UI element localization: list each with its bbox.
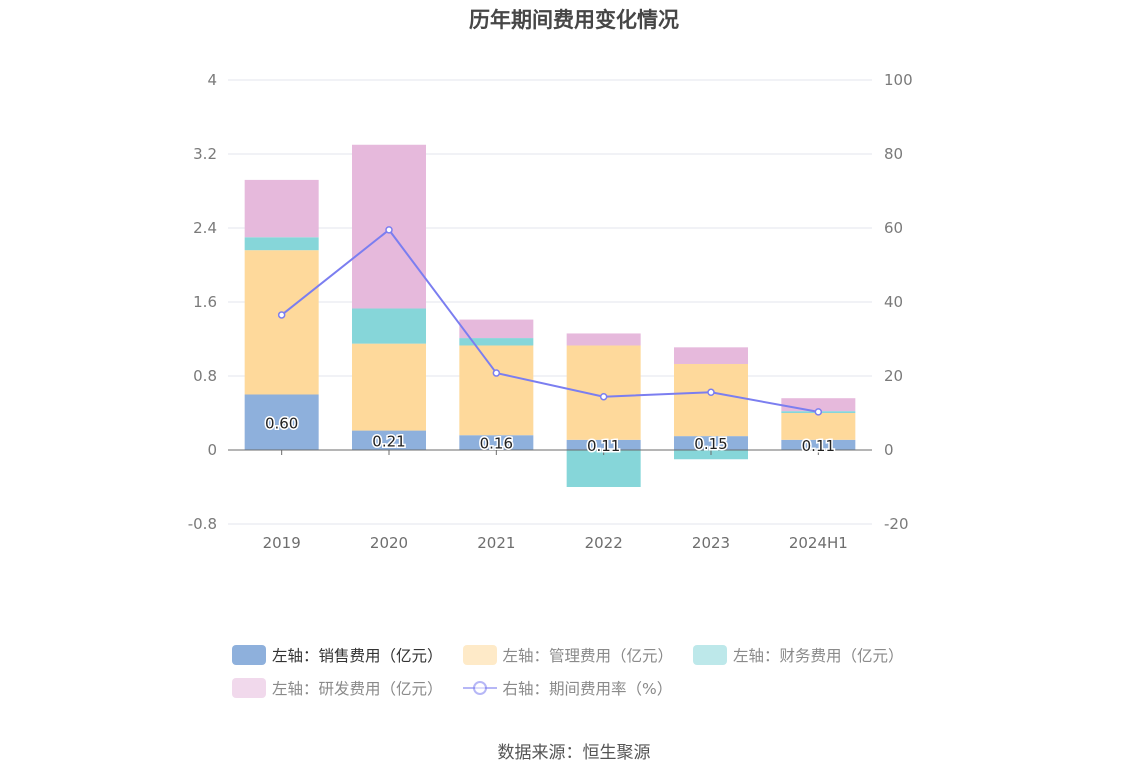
bar-admin-2023 — [674, 363, 748, 437]
bar-admin-2021 — [459, 345, 534, 436]
bar-sales-2020 — [352, 430, 426, 450]
bar-admin-2019 — [244, 250, 319, 395]
legend-item-sales[interactable]: 左轴：销售费用（亿元） — [232, 644, 443, 666]
right-tick-label: 40 — [884, 293, 903, 311]
bar-sales-2022 — [566, 439, 641, 450]
right-tick-label: 100 — [884, 71, 913, 89]
x-tick-label: 2019 — [263, 534, 301, 552]
bar-sales-2023 — [674, 436, 748, 450]
right-axis: -20 0 20 40 60 80 100 — [884, 71, 913, 533]
x-tick-label: 2024H1 — [789, 534, 848, 552]
grid-lines — [228, 79, 872, 525]
legend-label-rate: 右轴：期间费用率（%） — [502, 679, 673, 698]
source-note: 数据来源：恒生聚源 — [497, 743, 651, 763]
bar-finance-2020 — [352, 308, 426, 344]
data-labels: 0.60 0.21 0.16 0.11 0.15 0.11 — [263, 413, 836, 457]
x-tick-label: 2023 — [692, 534, 730, 552]
bar-admin-2024H1 — [781, 413, 856, 440]
legend-label-finance: 左轴：财务费用（亿元） — [733, 646, 904, 665]
left-tick-label: 0.8 — [193, 367, 217, 385]
left-tick-label: -0.8 — [188, 515, 217, 533]
rate-point — [599, 392, 608, 401]
rate-line — [277, 226, 823, 416]
rate-line-path — [281, 228, 819, 413]
data-label-sales: 0.21 — [372, 432, 405, 450]
bar-finance-2021 — [459, 338, 534, 346]
legend-item-rnd[interactable]: 左轴：研发费用（亿元） — [232, 677, 443, 699]
bar-admin-2022 — [566, 345, 641, 440]
x-axis: 2019 2020 2021 2022 2023 2024H1 — [228, 449, 872, 552]
data-label-sales: 0.11 — [587, 437, 620, 455]
bar-sales-2021 — [459, 435, 534, 450]
legend-row: 左轴：销售费用（亿元） 左轴：管理费用（亿元） 左轴：财务费用（亿元） — [232, 638, 932, 671]
legend-swatch-sales — [232, 644, 266, 665]
data-label-sales: 0.15 — [694, 435, 727, 453]
left-tick-label: 1.6 — [193, 293, 217, 311]
left-tick-label: 3.2 — [193, 145, 217, 163]
left-tick-label: 4 — [207, 71, 217, 89]
legend-label-admin: 左轴：管理费用（亿元） — [502, 646, 674, 665]
left-tick-label: 2.4 — [193, 219, 217, 237]
bar-sales-2019 — [244, 394, 319, 450]
x-tick-label: 2022 — [585, 534, 623, 552]
left-axis: -0.8 0 0.8 1.6 2.4 3.2 4 — [188, 71, 217, 533]
chart-title: 历年期间费用变化情况 — [469, 8, 679, 32]
legend-swatch-admin — [462, 644, 497, 665]
bar-rnd-2023 — [674, 347, 748, 364]
rate-point — [277, 311, 286, 319]
rate-point — [385, 226, 393, 234]
legend-row: 左轴：研发费用（亿元） 右轴：期间费用率（%） — [232, 671, 932, 704]
rate-point — [707, 388, 715, 397]
bar-rnd-2021 — [459, 319, 534, 339]
legend-label-rnd: 左轴：研发费用（亿元） — [272, 679, 443, 698]
bar-rnd-2022 — [566, 333, 641, 346]
data-label-sales: 0.60 — [265, 414, 298, 432]
data-label-sales: 0.11 — [802, 437, 835, 455]
bar-sales-2024H1 — [781, 439, 856, 450]
right-tick-label: -20 — [884, 515, 909, 533]
rate-point — [492, 369, 501, 377]
bar-finance-2022 — [566, 450, 641, 487]
legend-item-rate[interactable]: 右轴：期间费用率（%） — [462, 677, 673, 699]
data-label-sales: 0.16 — [480, 435, 513, 453]
right-tick-label: 60 — [884, 219, 903, 237]
bar-admin-2020 — [352, 343, 426, 431]
legend: 左轴：销售费用（亿元） 左轴：管理费用（亿元） 左轴：财务费用（亿元） 左轴：研… — [232, 638, 932, 704]
legend-swatch-rnd — [232, 677, 266, 698]
bar-finance-2019 — [244, 237, 319, 251]
right-tick-label: 80 — [884, 145, 903, 163]
rate-point — [814, 408, 823, 416]
right-tick-label: 0 — [884, 441, 894, 459]
bar-rnd-2019 — [244, 179, 319, 238]
right-tick-label: 20 — [884, 367, 903, 385]
left-tick-label: 0 — [207, 441, 217, 459]
bars — [244, 144, 856, 487]
legend-item-admin[interactable]: 左轴：管理费用（亿元） — [462, 644, 674, 666]
legend-line-rate-icon — [462, 678, 497, 698]
legend-item-finance[interactable]: 左轴：财务费用（亿元） — [693, 644, 904, 666]
legend-swatch-finance — [693, 644, 728, 665]
legend-label-sales: 左轴：销售费用（亿元） — [272, 646, 443, 665]
x-tick-label: 2020 — [370, 534, 408, 552]
x-tick-label: 2021 — [477, 534, 515, 552]
